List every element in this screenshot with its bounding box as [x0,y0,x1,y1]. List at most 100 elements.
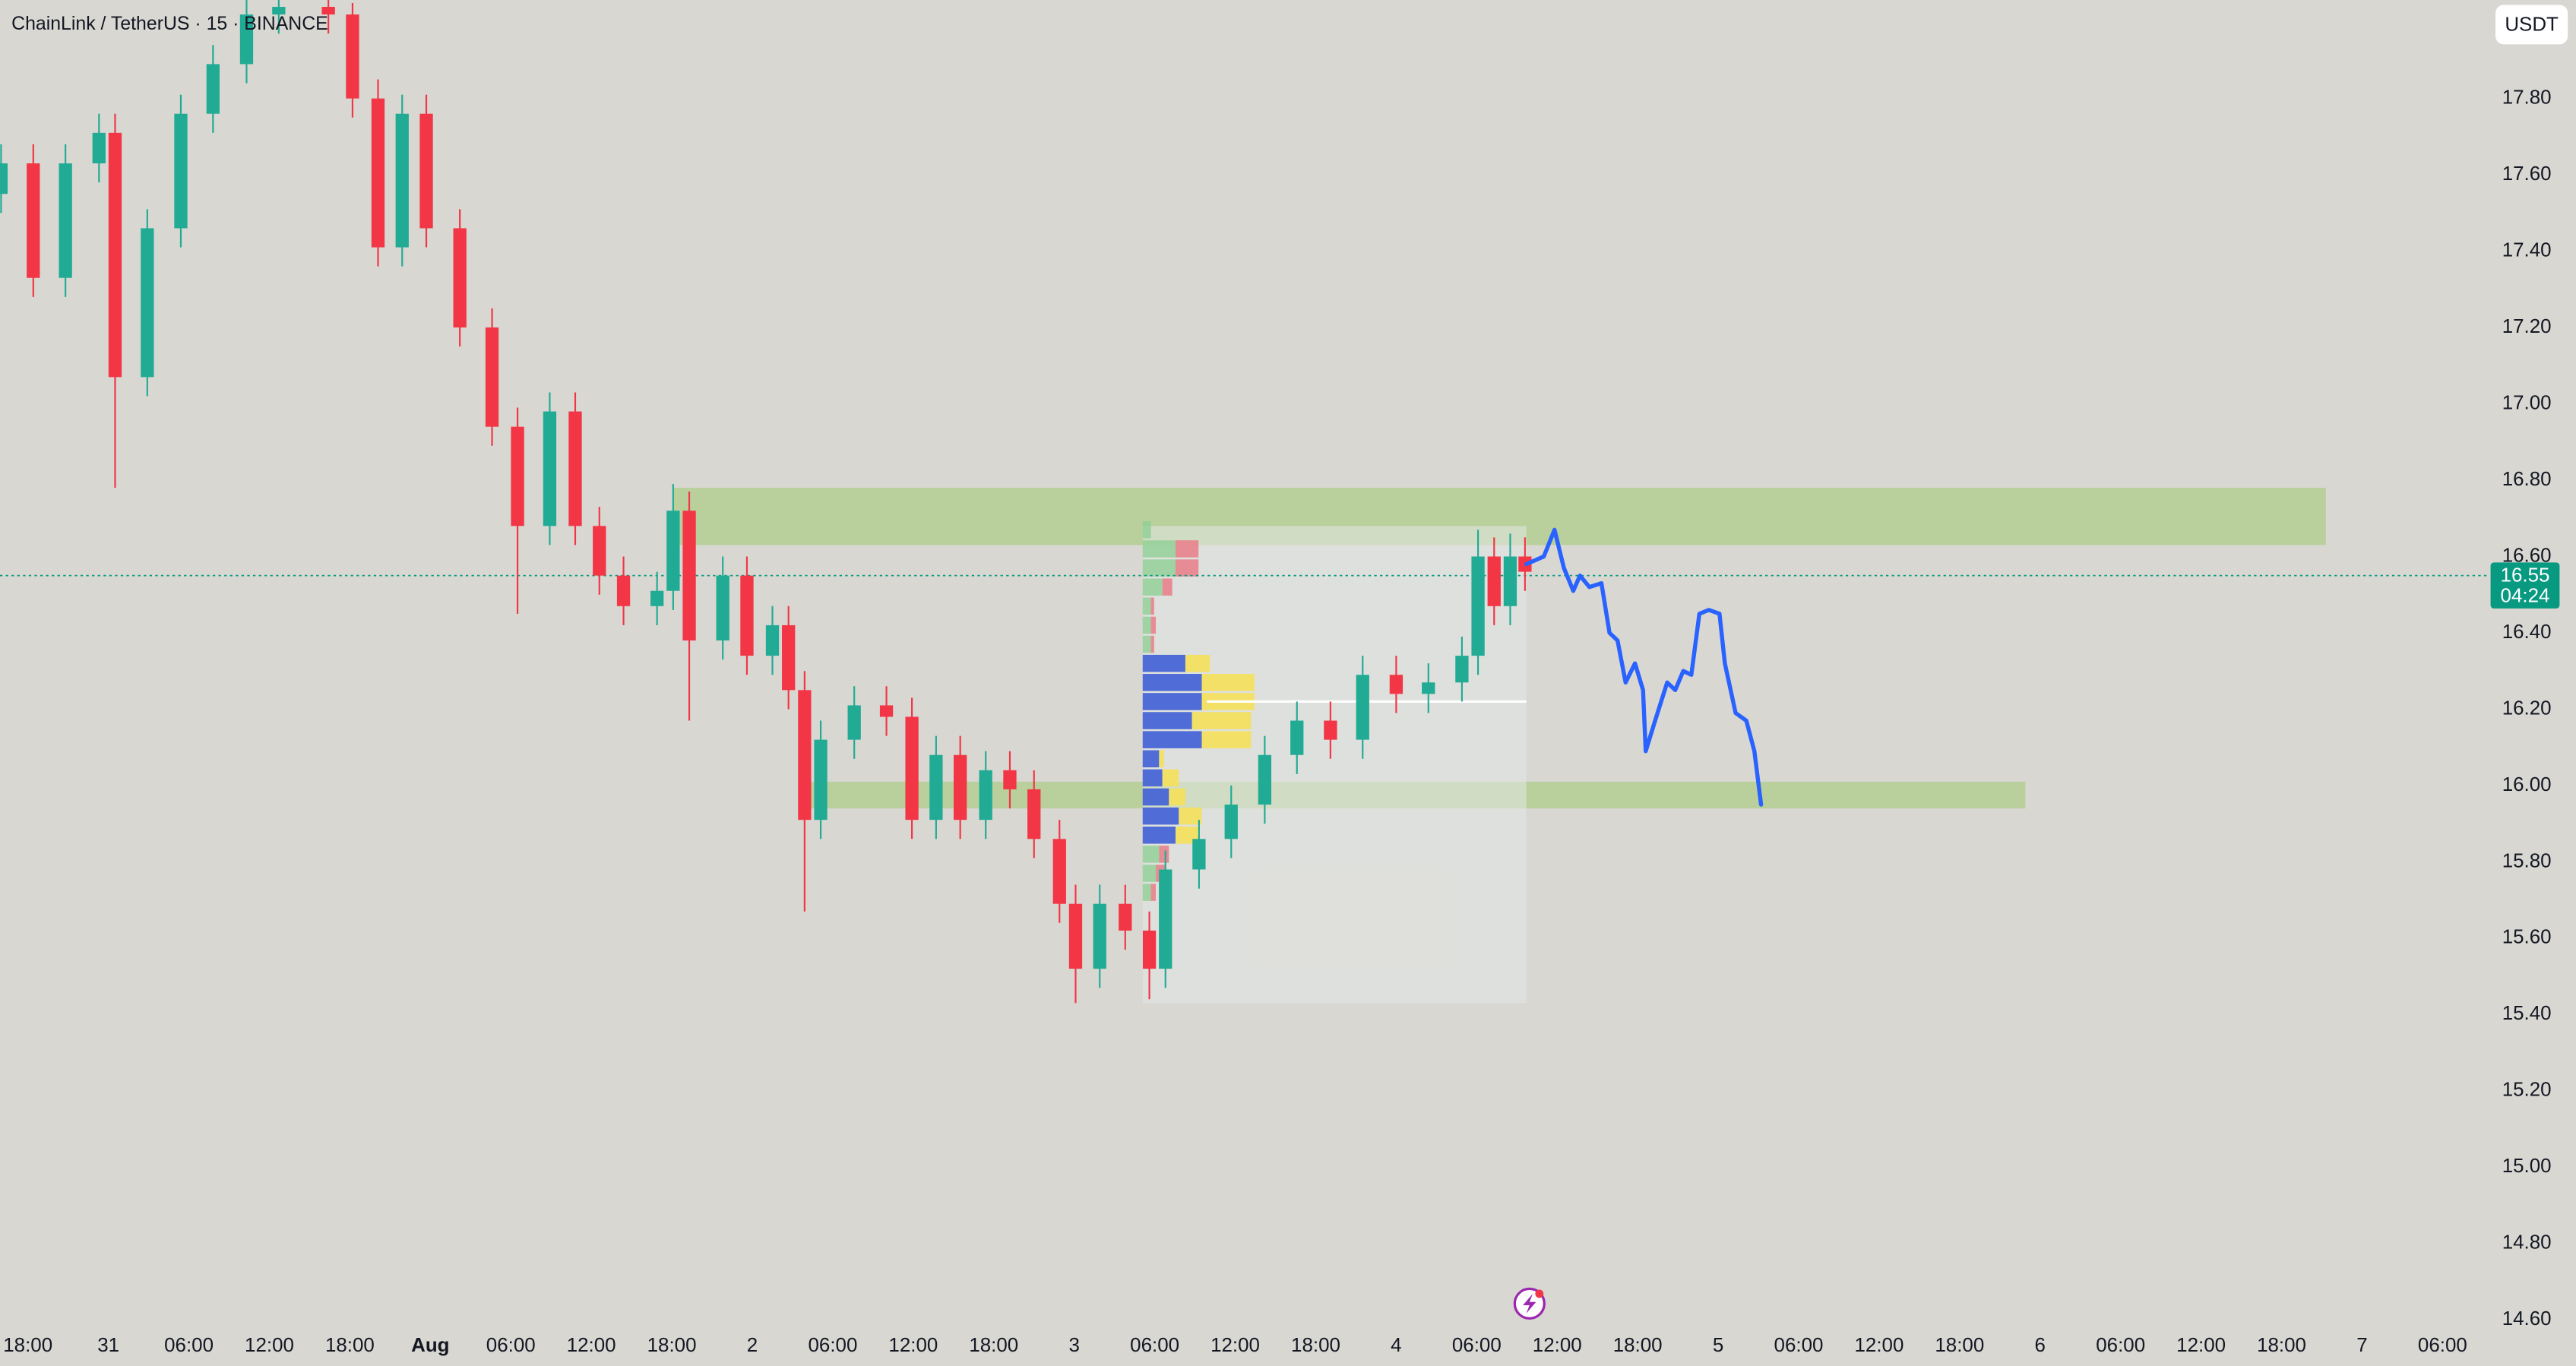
y-tick-label: 15.20 [2502,1080,2552,1101]
countdown-label: 04:24 [2501,586,2550,607]
candle-body [59,163,72,278]
candle-body [650,590,664,606]
x-tick-label: 18:00 [969,1335,1018,1356]
alert-icon[interactable] [1513,1287,1546,1320]
candle-body [1119,903,1132,931]
x-tick-label: 12:00 [888,1335,938,1356]
profile-down [1162,578,1172,596]
candle-body [798,690,812,821]
candle-body [1455,656,1469,683]
profile-up [1142,597,1151,615]
candle-body [1027,789,1041,840]
x-tick-label: 06:00 [808,1335,857,1356]
candle-body [108,132,122,378]
candle-body [1487,556,1501,606]
x-tick-label: 12:00 [1210,1335,1260,1356]
candle-body [568,411,582,526]
x-tick-label: 18:00 [2257,1335,2306,1356]
candle-body [905,716,919,821]
profile-box [1142,526,1527,1004]
profile-up [1142,826,1176,844]
y-tick-label: 14.60 [2502,1308,2552,1330]
candle-body [0,163,8,194]
x-tick-label: 4 [1391,1335,1401,1356]
candle-body [1159,869,1172,969]
profile-down [1201,674,1255,691]
x-tick-label: 31 [97,1335,119,1356]
candle-body [1324,720,1337,740]
y-tick-label: 15.00 [2502,1156,2552,1177]
profile-down [1169,788,1185,806]
candle-body [1224,805,1238,840]
candle-body [1093,903,1106,969]
candle-body [954,754,967,821]
candle-body [740,575,754,656]
candle-body [593,526,606,576]
x-tick-label: 12:00 [1533,1335,1582,1356]
y-tick-label: 17.20 [2502,316,2552,337]
y-tick-label: 17.00 [2502,392,2552,413]
candle-body [1356,675,1369,740]
x-tick-label: 3 [1068,1335,1079,1356]
candle-body [1389,675,1404,694]
x-tick-label: 6 [2035,1335,2046,1356]
candle-body [141,228,154,378]
last-price-label: 16.55 [2501,565,2550,587]
y-tick-label: 17.40 [2502,239,2552,261]
candle-body [666,511,680,591]
alert-dot[interactable] [1535,1289,1544,1298]
candle-body [174,113,188,229]
profile-down [1185,654,1210,672]
last-price-badge [2490,562,2560,609]
profile-down [1159,750,1164,768]
forecast-line [1524,527,1764,807]
alert-bolt[interactable] [1523,1293,1536,1314]
candle-body [1052,839,1066,904]
candle-body [272,7,286,15]
profile-down [1162,769,1179,787]
candle-body [453,228,467,328]
profile-up [1142,616,1151,634]
profile-up [1142,578,1163,596]
x-tick-label: 06:00 [1130,1335,1179,1356]
candle-body [511,426,524,526]
profile-down [1175,559,1199,577]
currency-button[interactable] [2495,5,2568,45]
profile-up [1142,865,1157,882]
candle-body [543,411,557,526]
candle-body [321,7,335,15]
y-tick-label: 16.20 [2502,697,2552,719]
x-tick-label: 18:00 [3,1335,52,1356]
profile-up [1142,807,1179,825]
x-tick-label: 06:00 [1452,1335,1502,1356]
candle-body [239,14,254,65]
candle-body [879,705,894,717]
candle-body [979,770,992,821]
x-tick-label: 18:00 [647,1335,697,1356]
profile-down [1150,616,1157,634]
candle-body [395,113,409,248]
profile-up [1142,540,1176,558]
profile-up [1142,769,1163,787]
profile-up [1142,674,1202,691]
y-tick-label: 16.40 [2502,621,2552,643]
candle-body [814,739,828,821]
x-tick-label: 12:00 [567,1335,616,1356]
profile-up [1142,521,1151,539]
profile-down [1179,807,1202,825]
x-tick-label: 18:00 [1935,1335,1984,1356]
profile-down [1150,635,1154,653]
plot [0,0,2489,1004]
y-tick-label: 15.80 [2502,850,2552,871]
candle-body [765,625,780,656]
x-tick-label: 7 [2356,1335,2367,1356]
candle-body [27,163,40,278]
candle-body [1068,903,1083,969]
currency-label[interactable]: USDT [2505,14,2559,35]
candle-body [1192,839,1206,870]
profile-up [1142,712,1192,729]
candle-body [371,98,385,248]
profile-down [1191,712,1252,729]
